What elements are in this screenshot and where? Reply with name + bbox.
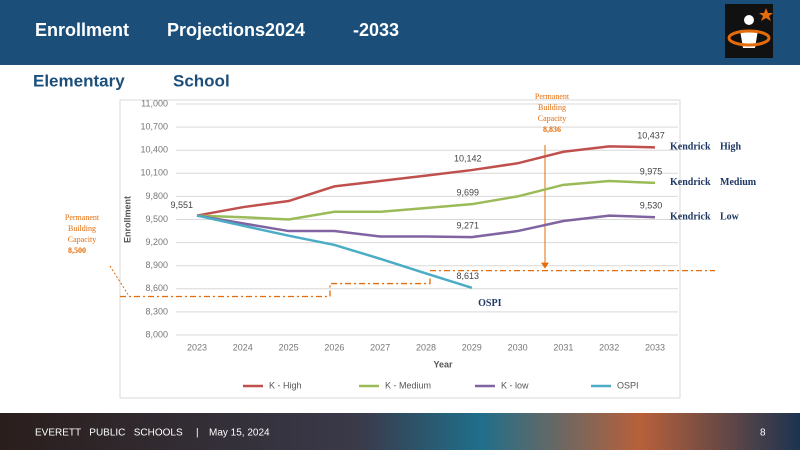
page-number: 8: [760, 428, 766, 439]
y-tick-label: 9,200: [145, 237, 168, 247]
header-bar: [0, 0, 800, 65]
series-line: [196, 214, 473, 289]
series-line: [196, 214, 656, 239]
series-end-label: Kendrick: [670, 211, 711, 222]
y-tick-label: 10,100: [140, 168, 168, 178]
value-label: 9,530: [640, 201, 663, 211]
subtitle: School: [173, 71, 230, 90]
capacity-label: Building: [538, 103, 566, 112]
x-tick-label: 2030: [508, 342, 528, 352]
series-end-label: Medium: [720, 177, 757, 188]
y-tick-label: 8,900: [145, 260, 168, 270]
value-label: 9,271: [457, 221, 480, 231]
title: Enrollment: [35, 20, 129, 40]
value-label: 9,699: [457, 188, 480, 198]
capacity-label: Permanent: [65, 213, 100, 222]
series-line: [196, 179, 656, 221]
x-tick-label: 2028: [416, 342, 436, 352]
y-tick-label: 8,600: [145, 283, 168, 293]
capacity-value: 8,500: [68, 246, 86, 255]
series-end-label: Kendrick: [670, 142, 711, 153]
value-label: 10,142: [454, 153, 482, 163]
x-tick-label: 2023: [187, 342, 207, 352]
y-tick-label: 9,800: [145, 191, 168, 201]
capacity-label: Capacity: [68, 235, 96, 244]
legend-label: OSPI: [617, 380, 639, 390]
capacity-value: 8,836: [543, 125, 561, 134]
series-end-label: Low: [720, 211, 740, 222]
value-label: 9,551: [170, 200, 193, 210]
y-tick-label: 10,700: [140, 121, 168, 131]
capacity-label: Building: [68, 224, 96, 233]
title: Projections2024: [167, 20, 305, 40]
x-tick-label: 2026: [324, 342, 344, 352]
x-tick-label: 2024: [233, 342, 253, 352]
x-tick-label: 2029: [462, 342, 482, 352]
chart-frame: [119, 99, 681, 399]
footer-separator: |: [196, 428, 199, 439]
legend-label: K - Medium: [385, 380, 431, 390]
value-label: 9,975: [640, 166, 663, 176]
chart: 8,000 8,300 8,600 8,900 9,200 9,500 9,800 10,10…: [65, 92, 757, 391]
footer-bar: [0, 413, 800, 450]
footer-org: EVERETT PUBLIC SCHOOLS: [35, 428, 183, 439]
x-tick-label: 2032: [599, 342, 619, 352]
capacity-label: Permanent: [535, 92, 570, 101]
y-tick-label: 8,000: [145, 329, 168, 339]
x-tick-label: 2033: [645, 342, 665, 352]
legend-label: K - High: [269, 380, 302, 390]
y-axis-label: Enrollment: [122, 196, 132, 243]
y-tick-label: 9,500: [145, 214, 168, 224]
series-end-label: OSPI: [478, 298, 501, 309]
y-tick-label: 11,000: [141, 98, 168, 108]
x-axis-label: Year: [433, 359, 453, 369]
value-label: 10,437: [637, 131, 665, 141]
x-tick-label: 2025: [279, 342, 299, 352]
capacity-label: Capacity: [538, 114, 566, 123]
y-tick-label: 10,400: [140, 145, 168, 155]
subtitle: Elementary: [33, 71, 125, 90]
series-end-label: Kendrick: [670, 177, 711, 188]
x-tick-label: 2027: [370, 342, 390, 352]
y-tick-label: 8,300: [145, 306, 168, 316]
series-end-label: High: [720, 142, 742, 153]
series-line: [196, 145, 656, 217]
x-tick-label: 2031: [553, 342, 573, 352]
legend-label: K - low: [501, 380, 529, 390]
footer-date: May 15, 2024: [209, 428, 270, 439]
capacity-arrow: [109, 265, 129, 295]
capacity-arrowhead: [541, 262, 549, 269]
logo: [725, 4, 773, 58]
title: -2033: [353, 20, 399, 40]
value-label: 8,613: [457, 271, 480, 281]
